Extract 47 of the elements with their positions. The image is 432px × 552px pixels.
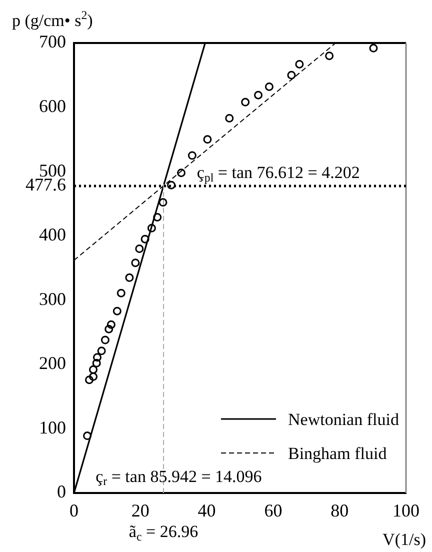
x-tick-label: 20 xyxy=(131,500,150,521)
y-tick-label: 300 xyxy=(39,288,66,309)
point xyxy=(92,358,101,368)
legend-label: Bingham fluid xyxy=(288,444,388,463)
point xyxy=(92,353,102,362)
point xyxy=(295,60,304,68)
point xyxy=(104,324,114,334)
y-tick-label: 100 xyxy=(39,417,66,438)
point xyxy=(100,336,110,344)
point xyxy=(167,180,176,190)
point xyxy=(203,135,212,144)
point xyxy=(325,52,334,60)
x-tick-label: 60 xyxy=(264,500,282,521)
point xyxy=(112,306,122,316)
x-tick-label: 40 xyxy=(198,500,216,521)
point xyxy=(188,151,196,160)
y-tick-label: 600 xyxy=(39,96,66,116)
y-tick-label: 200 xyxy=(39,353,66,374)
x-tick-label: 100 xyxy=(392,500,420,521)
point xyxy=(116,288,126,298)
y-tick-label: 400 xyxy=(39,224,66,245)
point xyxy=(158,198,168,207)
point xyxy=(153,212,162,222)
y-tick-label: 0 xyxy=(57,482,66,502)
point xyxy=(125,273,134,282)
point xyxy=(225,114,234,122)
point xyxy=(287,70,296,80)
point xyxy=(254,90,263,100)
x-axis-title: V(1/s) xyxy=(382,530,426,549)
point xyxy=(83,432,92,440)
point xyxy=(264,82,274,91)
point xyxy=(97,346,106,356)
point xyxy=(106,320,116,329)
point xyxy=(147,224,156,232)
x-tick-label: 80 xyxy=(330,500,349,521)
point xyxy=(135,244,144,253)
point xyxy=(369,44,378,52)
point xyxy=(140,234,150,244)
x-tick-label: 0 xyxy=(70,500,78,521)
point xyxy=(241,98,250,106)
point xyxy=(89,365,98,374)
point xyxy=(85,376,94,384)
legend-label: Newtonian fluid xyxy=(288,410,400,429)
point xyxy=(89,372,98,381)
point xyxy=(131,258,140,268)
y-tick-label: 700 xyxy=(39,32,66,52)
point xyxy=(176,168,186,178)
